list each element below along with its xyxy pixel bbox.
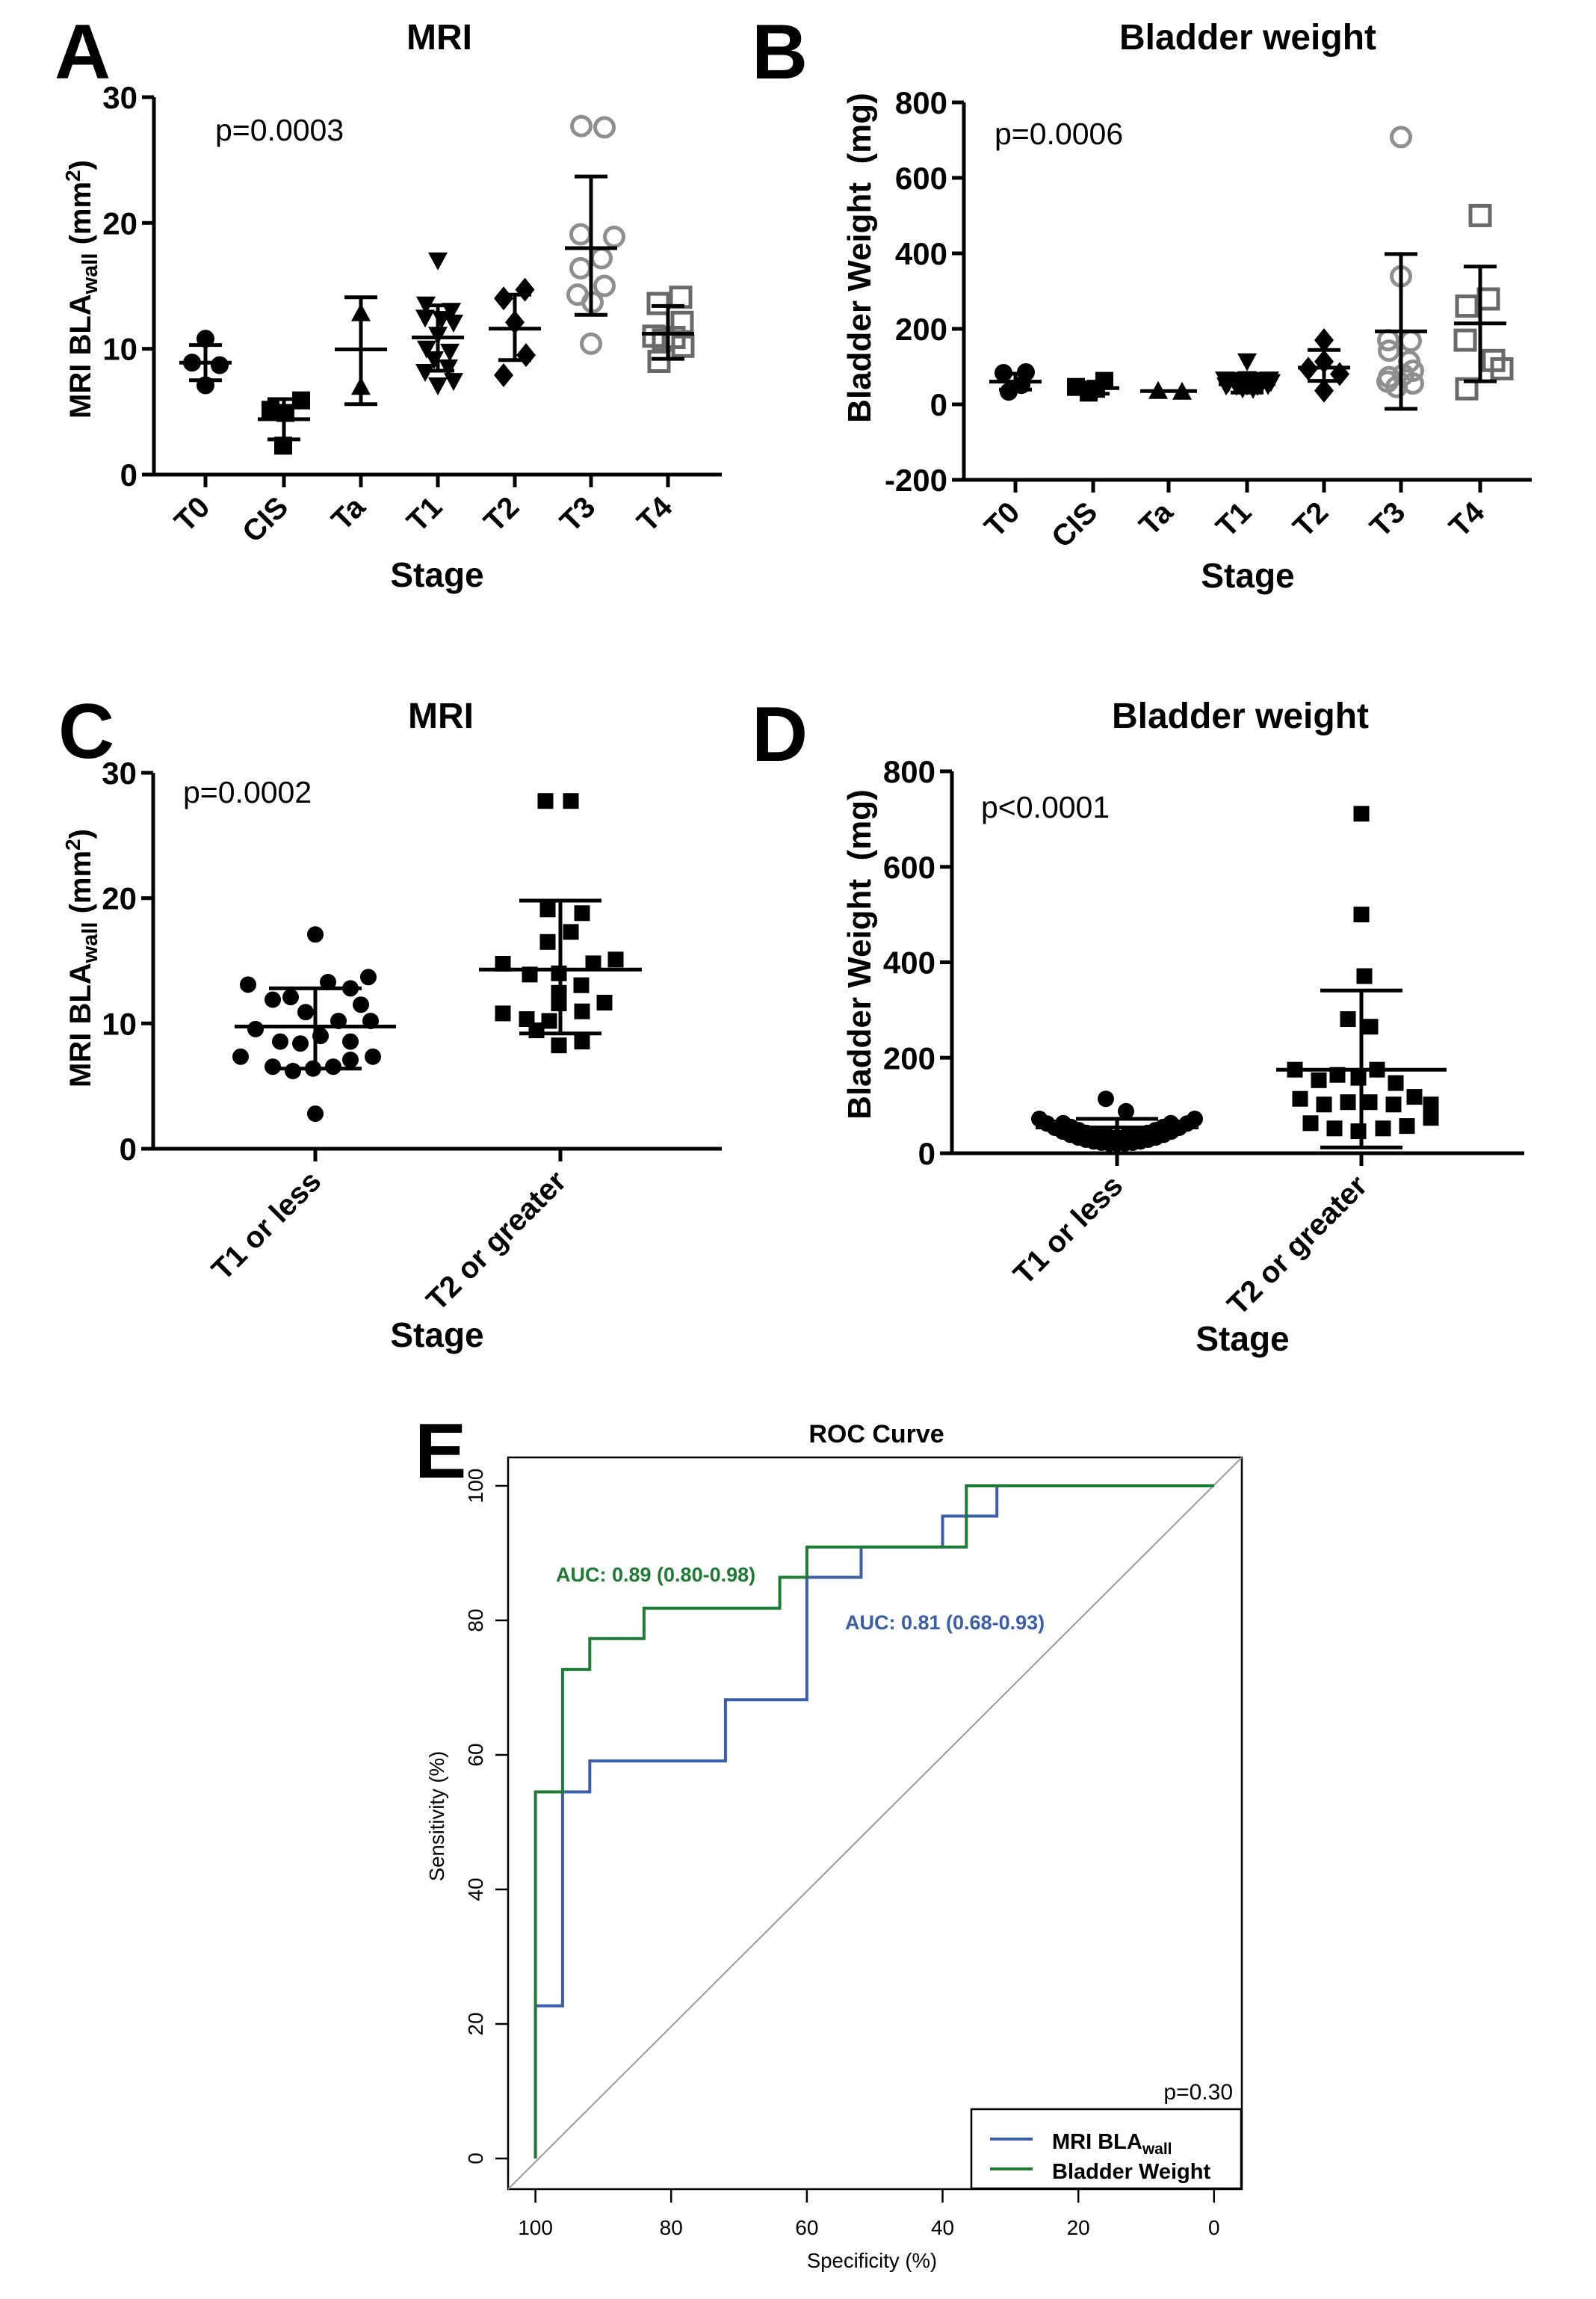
- svg-text:Stage: Stage: [1196, 1319, 1289, 1358]
- svg-text:ROC Curve: ROC Curve: [808, 1420, 944, 1448]
- svg-text:C: C: [58, 688, 114, 775]
- svg-text:0: 0: [1208, 2216, 1220, 2239]
- svg-text:p<0.0001: p<0.0001: [981, 790, 1110, 824]
- svg-text:MRI: MRI: [406, 18, 472, 58]
- svg-text:D: D: [752, 691, 808, 778]
- svg-text:p=0.0006: p=0.0006: [995, 117, 1123, 151]
- svg-text:0: 0: [120, 457, 137, 493]
- svg-text:600: 600: [895, 161, 947, 196]
- svg-text:Bladder Weight (mg): Bladder Weight (mg): [841, 93, 878, 423]
- svg-text:80: 80: [464, 1608, 487, 1632]
- svg-text:40: 40: [931, 2216, 954, 2239]
- svg-text:60: 60: [464, 1743, 487, 1766]
- svg-text:Sensitivity (%): Sensitivity (%): [425, 1751, 448, 1881]
- svg-text:Stage: Stage: [1201, 556, 1294, 595]
- svg-text:20: 20: [102, 881, 137, 916]
- svg-text:400: 400: [883, 945, 935, 981]
- svg-text:Stage: Stage: [390, 1315, 483, 1354]
- svg-text:20: 20: [102, 206, 137, 241]
- svg-text:Stage: Stage: [390, 555, 483, 594]
- svg-text:10: 10: [102, 1006, 137, 1041]
- svg-text:400: 400: [895, 236, 947, 271]
- svg-text:Specificity (%): Specificity (%): [807, 2249, 937, 2272]
- svg-text:20: 20: [464, 2012, 487, 2035]
- svg-text:A: A: [55, 9, 111, 96]
- svg-text:Bladder Weight: Bladder Weight: [1052, 2160, 1210, 2184]
- svg-text:800: 800: [883, 754, 935, 789]
- svg-text:Bladder weight: Bladder weight: [1119, 18, 1376, 58]
- svg-text:E: E: [415, 1408, 466, 1495]
- svg-text:0: 0: [918, 1136, 935, 1171]
- svg-text:60: 60: [795, 2216, 818, 2239]
- svg-text:AUC: 0.89 (0.80-0.98): AUC: 0.89 (0.80-0.98): [556, 1564, 755, 1586]
- svg-text:40: 40: [464, 1877, 487, 1901]
- svg-text:p=0.0002: p=0.0002: [183, 775, 312, 809]
- svg-text:-200: -200: [885, 463, 947, 498]
- svg-text:200: 200: [895, 312, 947, 347]
- svg-text:100: 100: [518, 2216, 553, 2239]
- svg-text:80: 80: [660, 2216, 683, 2239]
- svg-text:600: 600: [883, 850, 935, 885]
- svg-text:AUC: 0.81 (0.68-0.93): AUC: 0.81 (0.68-0.93): [845, 1611, 1045, 1634]
- svg-text:0: 0: [464, 2153, 487, 2164]
- svg-text:0: 0: [120, 1132, 137, 1167]
- svg-text:100: 100: [464, 1469, 487, 1504]
- svg-text:30: 30: [102, 756, 137, 791]
- svg-text:Bladder weight: Bladder weight: [1112, 697, 1369, 736]
- svg-text:200: 200: [883, 1040, 935, 1076]
- svg-text:B: B: [752, 9, 808, 96]
- svg-text:p=0.0003: p=0.0003: [215, 113, 344, 147]
- svg-text:MRI: MRI: [408, 697, 474, 736]
- svg-text:0: 0: [930, 387, 947, 422]
- svg-text:10: 10: [102, 332, 137, 367]
- svg-text:p=0.30: p=0.30: [1163, 2080, 1233, 2105]
- svg-text:Bladder Weight (mg): Bladder Weight (mg): [841, 789, 878, 1120]
- svg-text:20: 20: [1067, 2216, 1090, 2239]
- svg-text:800: 800: [895, 85, 947, 120]
- svg-text:30: 30: [102, 80, 137, 115]
